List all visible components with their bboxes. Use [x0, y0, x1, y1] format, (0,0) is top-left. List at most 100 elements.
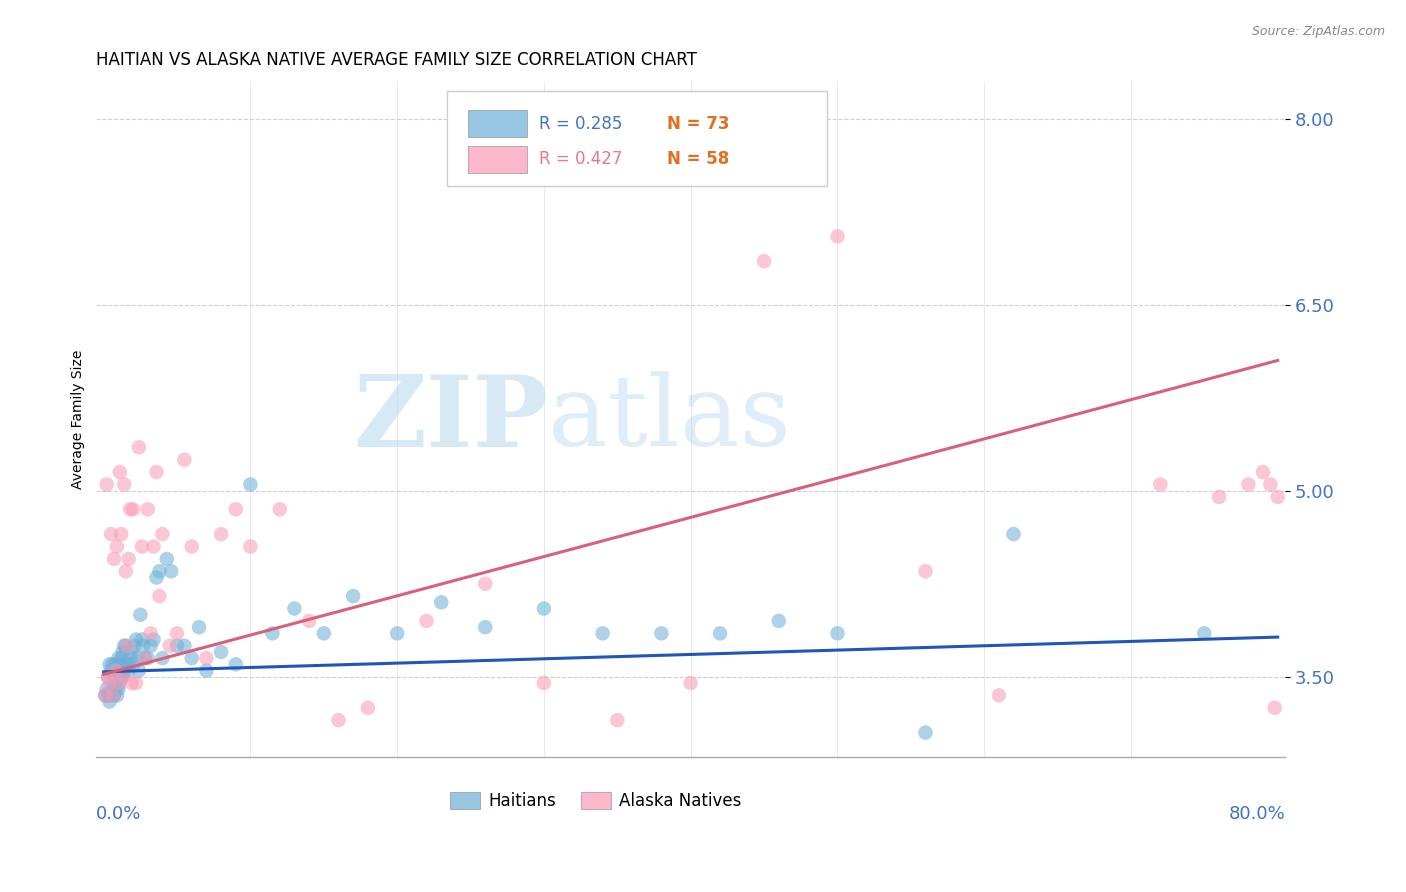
Point [768, 614, 790, 628]
Point [139, 626, 162, 640]
Point [117, 552, 139, 566]
Point [111, 670, 134, 684]
Point [385, 626, 408, 640]
Point [914, 565, 936, 579]
Legend: Haitians, Alaska Natives: Haitians, Alaska Natives [443, 785, 748, 817]
Point [180, 651, 202, 665]
Point [124, 639, 146, 653]
Point [110, 651, 132, 665]
Point [101, 657, 124, 672]
Point [115, 657, 138, 672]
Point [298, 614, 321, 628]
Point [987, 689, 1010, 703]
Text: Source: ZipAtlas.com: Source: ZipAtlas.com [1251, 25, 1385, 38]
Text: N = 73: N = 73 [666, 115, 730, 133]
Point [98, 695, 121, 709]
Point [1002, 527, 1025, 541]
Point [105, 689, 128, 703]
Point [100, 527, 122, 541]
Point [312, 626, 335, 640]
Point [114, 657, 136, 672]
Point [239, 540, 262, 554]
Point [128, 664, 150, 678]
Point [342, 589, 364, 603]
Point [110, 670, 132, 684]
Point [98, 676, 121, 690]
Point [108, 676, 131, 690]
Point [132, 639, 155, 653]
Point [122, 502, 145, 516]
Point [131, 540, 153, 554]
Point [125, 632, 148, 647]
Point [121, 645, 143, 659]
Point [112, 477, 135, 491]
Point [117, 664, 139, 678]
Point [474, 620, 496, 634]
Point [160, 565, 183, 579]
Point [225, 657, 247, 672]
Point [1264, 700, 1286, 714]
Point [1194, 626, 1216, 640]
Point [114, 565, 136, 579]
Point [145, 570, 167, 584]
Point [104, 664, 127, 678]
Point [914, 725, 936, 739]
Point [112, 639, 135, 653]
Point [103, 670, 125, 684]
Point [827, 229, 849, 244]
Point [108, 465, 131, 479]
Point [145, 465, 167, 479]
Point [474, 576, 496, 591]
Point [195, 664, 218, 678]
Point [173, 452, 195, 467]
Point [104, 657, 127, 672]
Point [136, 651, 159, 665]
Point [1208, 490, 1230, 504]
Text: atlas: atlas [548, 371, 790, 467]
Point [239, 477, 262, 491]
Point [115, 639, 138, 653]
Point [97, 670, 120, 684]
Point [105, 664, 128, 678]
Point [156, 552, 179, 566]
Point [142, 540, 165, 554]
Point [262, 626, 284, 640]
Point [180, 540, 202, 554]
Point [139, 639, 162, 653]
Point [209, 527, 232, 541]
Point [100, 664, 122, 678]
Point [150, 651, 173, 665]
Point [122, 657, 145, 672]
Point [415, 614, 437, 628]
Text: 0.0%: 0.0% [97, 805, 142, 822]
Text: R = 0.285: R = 0.285 [538, 115, 621, 133]
FancyBboxPatch shape [468, 111, 527, 137]
Point [709, 626, 731, 640]
Point [142, 632, 165, 647]
Point [827, 626, 849, 640]
Point [96, 682, 118, 697]
Point [134, 651, 156, 665]
Text: ZIP: ZIP [353, 371, 548, 468]
Point [105, 540, 128, 554]
Point [101, 689, 124, 703]
Point [97, 689, 120, 703]
Point [100, 689, 122, 703]
FancyBboxPatch shape [447, 92, 827, 186]
Point [1260, 477, 1282, 491]
Y-axis label: Average Family Size: Average Family Size [72, 350, 86, 489]
Point [173, 639, 195, 653]
Point [283, 601, 305, 615]
Point [121, 676, 143, 690]
Point [127, 651, 149, 665]
Point [269, 502, 291, 516]
Point [679, 676, 702, 690]
Point [225, 502, 247, 516]
Point [650, 626, 672, 640]
Point [101, 682, 124, 697]
Point [1267, 490, 1289, 504]
Point [131, 632, 153, 647]
Point [1237, 477, 1260, 491]
Point [120, 651, 142, 665]
Point [188, 620, 211, 634]
